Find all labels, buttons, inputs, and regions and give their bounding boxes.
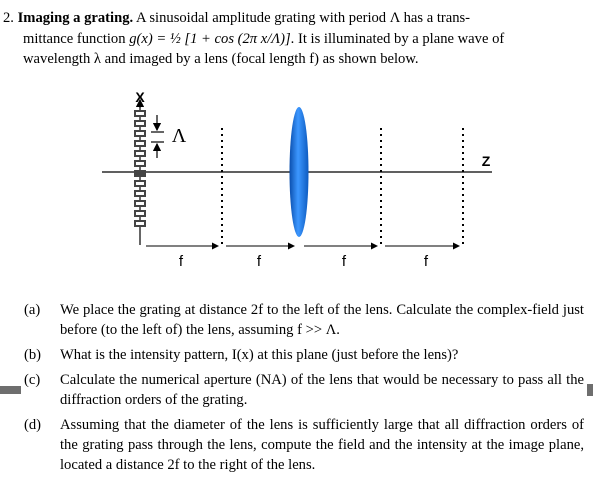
distance-label-1: f [179,253,184,270]
z-axis-label: Z [482,153,491,169]
part-text: What is the intensity pattern, I(x) at t… [60,347,459,363]
problem-text-1: A sinusoidal amplitude grating with peri… [136,10,471,26]
problem-line-3: wavelength λ and imaged by a lens (focal… [23,51,419,67]
part-label: (d) [24,417,42,433]
problem-text-2b: . It is illuminated by a plane wave of [290,30,505,47]
optical-setup-diagram: X Λ Z f f f f [102,89,492,270]
x-axis-label: X [135,89,145,105]
scroll-marker-right [587,384,593,396]
problem-number: 2. [3,10,14,26]
part-label: (c) [24,372,41,388]
part-label: (a) [24,302,41,318]
part-text: Calculate the numerical aperture (NA) of… [60,372,584,408]
problem-statement: 2. Imaging a grating. A sinusoidal ampli… [3,8,587,70]
part-c: (c) Calculate the numerical aperture (NA… [24,370,584,410]
part-a: (a) We place the grating at distance 2f … [24,300,584,340]
period-label: Λ [172,125,187,147]
part-label: (b) [24,347,42,363]
problem-title: Imaging a grating. [17,10,134,26]
problem-text-2a: mittance function [23,30,130,47]
part-b: (b) What is the intensity pattern, I(x) … [24,345,584,365]
scroll-marker-left [0,386,21,394]
distance-label-3: f [342,253,347,270]
problem-line-1: 2. Imaging a grating. A sinusoidal ampli… [3,10,470,26]
problem-line-2: mittance function g(x) = ½ [1 + cos (2π … [3,29,587,50]
part-d: (d) Assuming that the diameter of the le… [24,415,584,475]
lens [289,107,309,237]
period-indicator [151,115,164,158]
part-text: Assuming that the diameter of the lens i… [60,417,584,473]
distance-label-2: f [257,253,262,270]
distance-label-4: f [424,253,429,270]
transmittance-function: g(x) = ½ [1 + cos (2π x/Λ)] [129,30,291,47]
sub-questions: (a) We place the grating at distance 2f … [24,300,584,480]
part-text: We place the grating at distance 2f to t… [60,302,584,338]
